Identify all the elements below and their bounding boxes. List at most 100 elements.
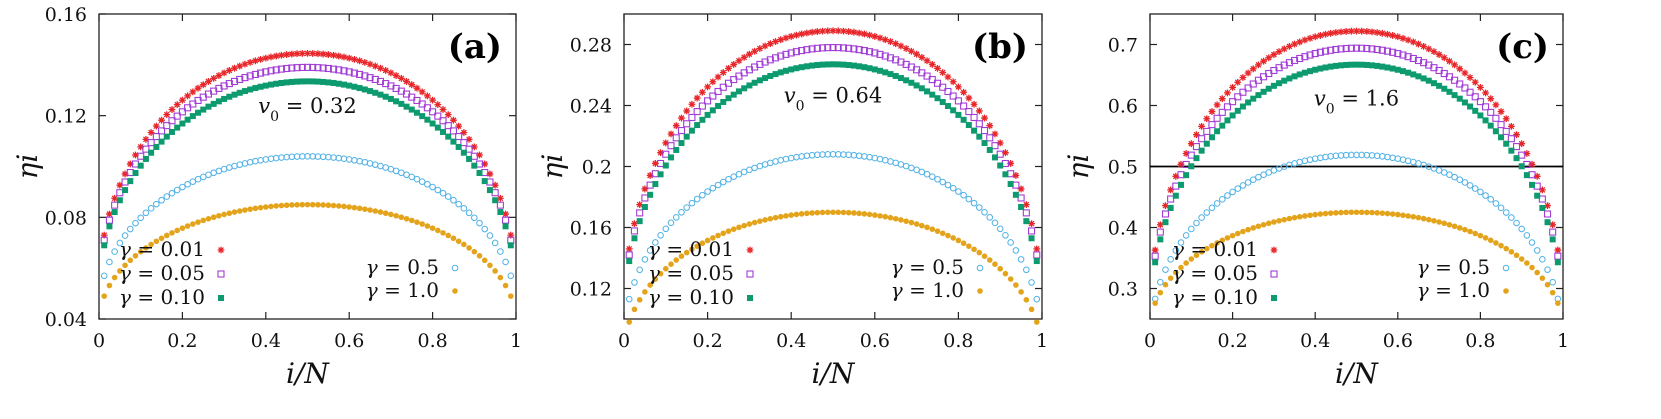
data-point <box>663 265 669 272</box>
data-point <box>1172 182 1180 190</box>
data-point <box>466 155 473 162</box>
data-point <box>455 132 463 141</box>
data-point <box>1451 173 1458 181</box>
data-point <box>981 208 988 216</box>
data-point <box>335 52 343 60</box>
data-point <box>1384 64 1391 71</box>
data-point <box>1456 65 1464 73</box>
data-point <box>704 188 711 195</box>
data-point <box>960 191 967 199</box>
data-point <box>1193 131 1200 139</box>
data-point <box>471 162 478 169</box>
data-point <box>377 64 384 72</box>
data-point <box>1012 172 1020 179</box>
data-point <box>142 209 150 217</box>
data-point <box>699 240 706 247</box>
data-point <box>293 64 301 72</box>
data-point <box>689 246 695 253</box>
data-point <box>1240 228 1246 235</box>
data-point <box>1281 77 1288 84</box>
series-g10 <box>101 201 514 299</box>
data-point <box>1508 147 1515 154</box>
data-point <box>1420 59 1428 67</box>
data-point <box>127 178 134 185</box>
y-tick-label: 0.16 <box>45 4 87 26</box>
data-point <box>1007 239 1014 246</box>
data-point <box>1332 62 1339 69</box>
data-point <box>819 61 826 68</box>
data-point <box>1471 78 1479 86</box>
data-point <box>470 143 478 151</box>
data-point <box>1435 51 1443 58</box>
data-point <box>913 50 920 58</box>
data-point <box>788 212 794 218</box>
data-point <box>1446 221 1453 228</box>
data-point <box>672 134 680 142</box>
data-point <box>1028 227 1036 235</box>
data-point <box>924 224 930 231</box>
data-point <box>1151 252 1159 260</box>
data-point <box>714 73 722 81</box>
data-point <box>897 58 905 66</box>
data-point <box>1229 98 1237 106</box>
data-point <box>403 215 410 222</box>
data-point <box>153 143 160 150</box>
data-point <box>111 194 119 202</box>
data-point <box>1214 128 1221 135</box>
data-point <box>856 210 862 217</box>
data-point <box>371 62 379 70</box>
data-point <box>809 62 816 69</box>
x-axis-label: i/N <box>812 357 856 390</box>
data-point <box>934 175 941 183</box>
data-point <box>939 69 947 76</box>
data-point <box>351 156 358 164</box>
data-point <box>116 197 123 204</box>
data-point <box>283 202 290 209</box>
data-point <box>1492 200 1500 207</box>
data-point <box>719 178 727 186</box>
data-point <box>652 276 659 282</box>
data-point <box>1518 140 1526 148</box>
data-point <box>1379 63 1386 70</box>
data-point <box>1301 36 1309 44</box>
data-point <box>435 227 441 234</box>
data-point <box>756 60 764 68</box>
data-point <box>178 108 186 116</box>
data-point <box>1487 108 1495 116</box>
data-point <box>267 53 275 61</box>
data-point <box>1533 247 1541 254</box>
data-point <box>1425 77 1432 84</box>
data-point <box>1002 149 1009 157</box>
data-point <box>814 209 821 216</box>
data-point <box>991 154 998 161</box>
y-tick-label: 0.24 <box>570 96 612 118</box>
data-point <box>1208 134 1215 141</box>
data-point <box>1161 210 1170 218</box>
series-g10 <box>1152 209 1561 306</box>
data-point <box>803 46 811 54</box>
data-point <box>1198 135 1206 143</box>
data-point <box>830 61 836 68</box>
legend-label: γ = 0.10 <box>648 285 734 309</box>
data-point <box>626 258 633 265</box>
data-point <box>840 61 847 68</box>
data-point <box>725 95 732 102</box>
data-point <box>1513 219 1520 227</box>
series-g010 <box>1152 61 1561 266</box>
data-point <box>309 63 317 71</box>
data-point <box>1192 143 1201 151</box>
data-point <box>1461 84 1469 92</box>
series-g05 <box>1151 151 1562 303</box>
data-point <box>892 40 900 48</box>
data-point <box>824 61 831 68</box>
data-point <box>168 189 176 197</box>
data-point <box>1394 66 1401 73</box>
series-g005 <box>625 43 1041 259</box>
data-point <box>1477 232 1484 239</box>
data-point <box>992 261 998 268</box>
legend-label: γ = 1.0 <box>366 278 439 302</box>
data-point <box>892 72 899 79</box>
series-g05 <box>625 151 1041 303</box>
data-point <box>997 265 1003 272</box>
data-point <box>1280 61 1288 69</box>
